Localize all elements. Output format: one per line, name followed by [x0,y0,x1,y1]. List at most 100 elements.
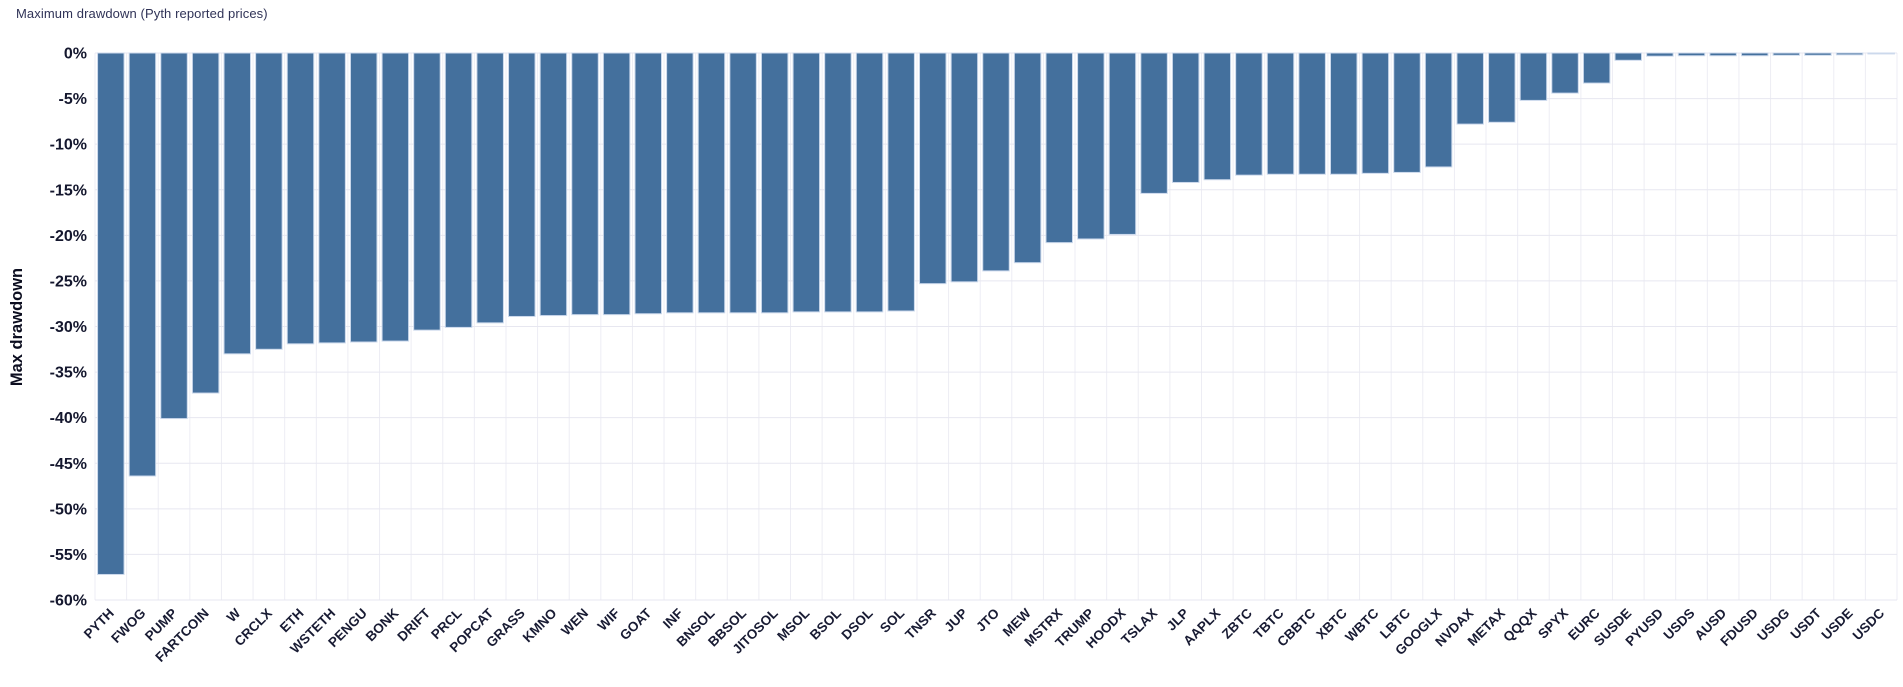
x-tick-label: FWOG [108,606,148,646]
y-tick-label: -45% [50,456,87,473]
bar-MSOL [792,52,821,313]
y-tick-label: -10% [50,137,87,154]
x-tick-label: USDT [1787,605,1824,642]
y-axis-tick-labels: 0% -5% -10% -15% -20% -25% -30% -35% -40% -45% -50… [50,46,87,610]
bar-PYUSD [1646,52,1674,57]
x-tick-label: USDC [1850,605,1888,643]
x-tick-label: ZBTC [1219,605,1255,641]
chart-title: Maximum drawdown (Pyth reported prices) [16,6,268,21]
bar-XBTC [1330,52,1358,175]
x-tick-label: SPYX [1535,606,1571,642]
x-tick-label: USDE [1819,606,1856,643]
x-tick-label: QQQX [1500,606,1539,645]
x-tick-label: WEN [558,606,591,639]
bar-AUSD [1709,52,1737,57]
bar-USDG [1772,52,1801,56]
bar-MSTRX [1045,52,1073,244]
bar-WEN [571,52,599,316]
y-tick-label: -30% [50,319,87,336]
x-tick-label: INF [660,606,686,632]
bar-JLP [1171,52,1200,183]
x-tick-label: DSOL [839,606,876,643]
x-tick-label: GOAT [617,605,655,643]
bar-TNSR [919,52,947,285]
bar-USDC [1867,52,1895,55]
bar-GOAT [634,52,662,315]
y-tick-label: -35% [50,365,87,382]
bar-JITOSOL [760,52,789,314]
bar-ETH [286,52,315,345]
bar-USDT [1804,52,1832,56]
y-tick-label: 0% [64,46,87,63]
bar-FWOG [128,52,157,477]
bar-DSOL [855,52,884,313]
y-tick-label: -5% [59,91,87,108]
y-tick-label: -15% [50,182,87,199]
x-tick-label: TSLAX [1118,606,1160,648]
bar-CBBTC [1298,52,1326,175]
x-tick-label: MSOL [774,606,812,644]
x-tick-label: USDG [1754,606,1792,644]
bar-USDS [1677,52,1706,57]
bar-NVDAX [1456,52,1484,125]
bar-PRCL [444,52,473,328]
bar-BONK [381,52,410,342]
bar-AAPLX [1203,52,1232,181]
bar-LBTC [1393,52,1421,173]
bar-WIF [602,52,631,316]
bar-EURC [1582,52,1611,84]
bar-DRIFT [413,52,441,331]
bar-QQQX [1519,52,1548,101]
y-tick-label: -40% [50,410,87,427]
x-tick-label: WBTC [1342,605,1381,644]
bar-PENGU [349,52,378,343]
x-tick-label: W [224,605,244,625]
bar-SPYX [1551,52,1579,94]
y-tick-label: -60% [50,593,87,610]
bar-HOODX [1108,52,1137,235]
bar-TBTC [1266,52,1295,175]
bar-FARTCOIN [191,52,220,394]
bar-METAX [1488,52,1516,123]
bar-SUSDE [1614,52,1643,61]
x-tick-label: KMNO [520,606,560,646]
bar-POPCAT [476,52,504,324]
bar-SOL [887,52,915,312]
bar-PUMP [160,52,188,420]
x-tick-label: BSOL [807,606,844,643]
bar-BNSOL [697,52,726,314]
x-tick-label: TNSR [902,605,939,642]
bar-GOOGLX [1424,52,1453,168]
bar-USDE [1835,52,1864,56]
x-tick-label: JUP [941,606,970,635]
y-axis-label: Max drawdown [8,268,26,386]
y-tick-label: -50% [50,501,87,518]
bar-BBSOL [729,52,757,314]
y-tick-label: -25% [50,273,87,290]
bar-W [223,52,252,355]
x-tick-label: JTO [973,606,1002,635]
bar-TSLAX [1140,52,1168,194]
bar-JTO [982,52,1010,272]
x-tick-label: DRIFT [394,605,433,644]
bar-TRUMP [1077,52,1105,240]
bar-WSTETH [318,52,346,344]
bars [97,52,1895,575]
bar-GRASS [508,52,536,317]
bar-BSOL [824,52,852,313]
bar-ZBTC [1235,52,1263,176]
x-tick-label: USDS [1660,606,1697,643]
bar-WBTC [1361,52,1390,174]
bar-KMNO [539,52,568,317]
bar-MEW [1013,52,1042,264]
y-tick-label: -55% [50,547,87,564]
bar-PYTH [97,52,125,575]
bar-JUP [950,52,979,283]
bar-INF [666,52,694,314]
x-tick-label: BONK [363,605,402,644]
bar-CRCLX [255,52,283,350]
y-tick-label: -20% [50,228,87,245]
